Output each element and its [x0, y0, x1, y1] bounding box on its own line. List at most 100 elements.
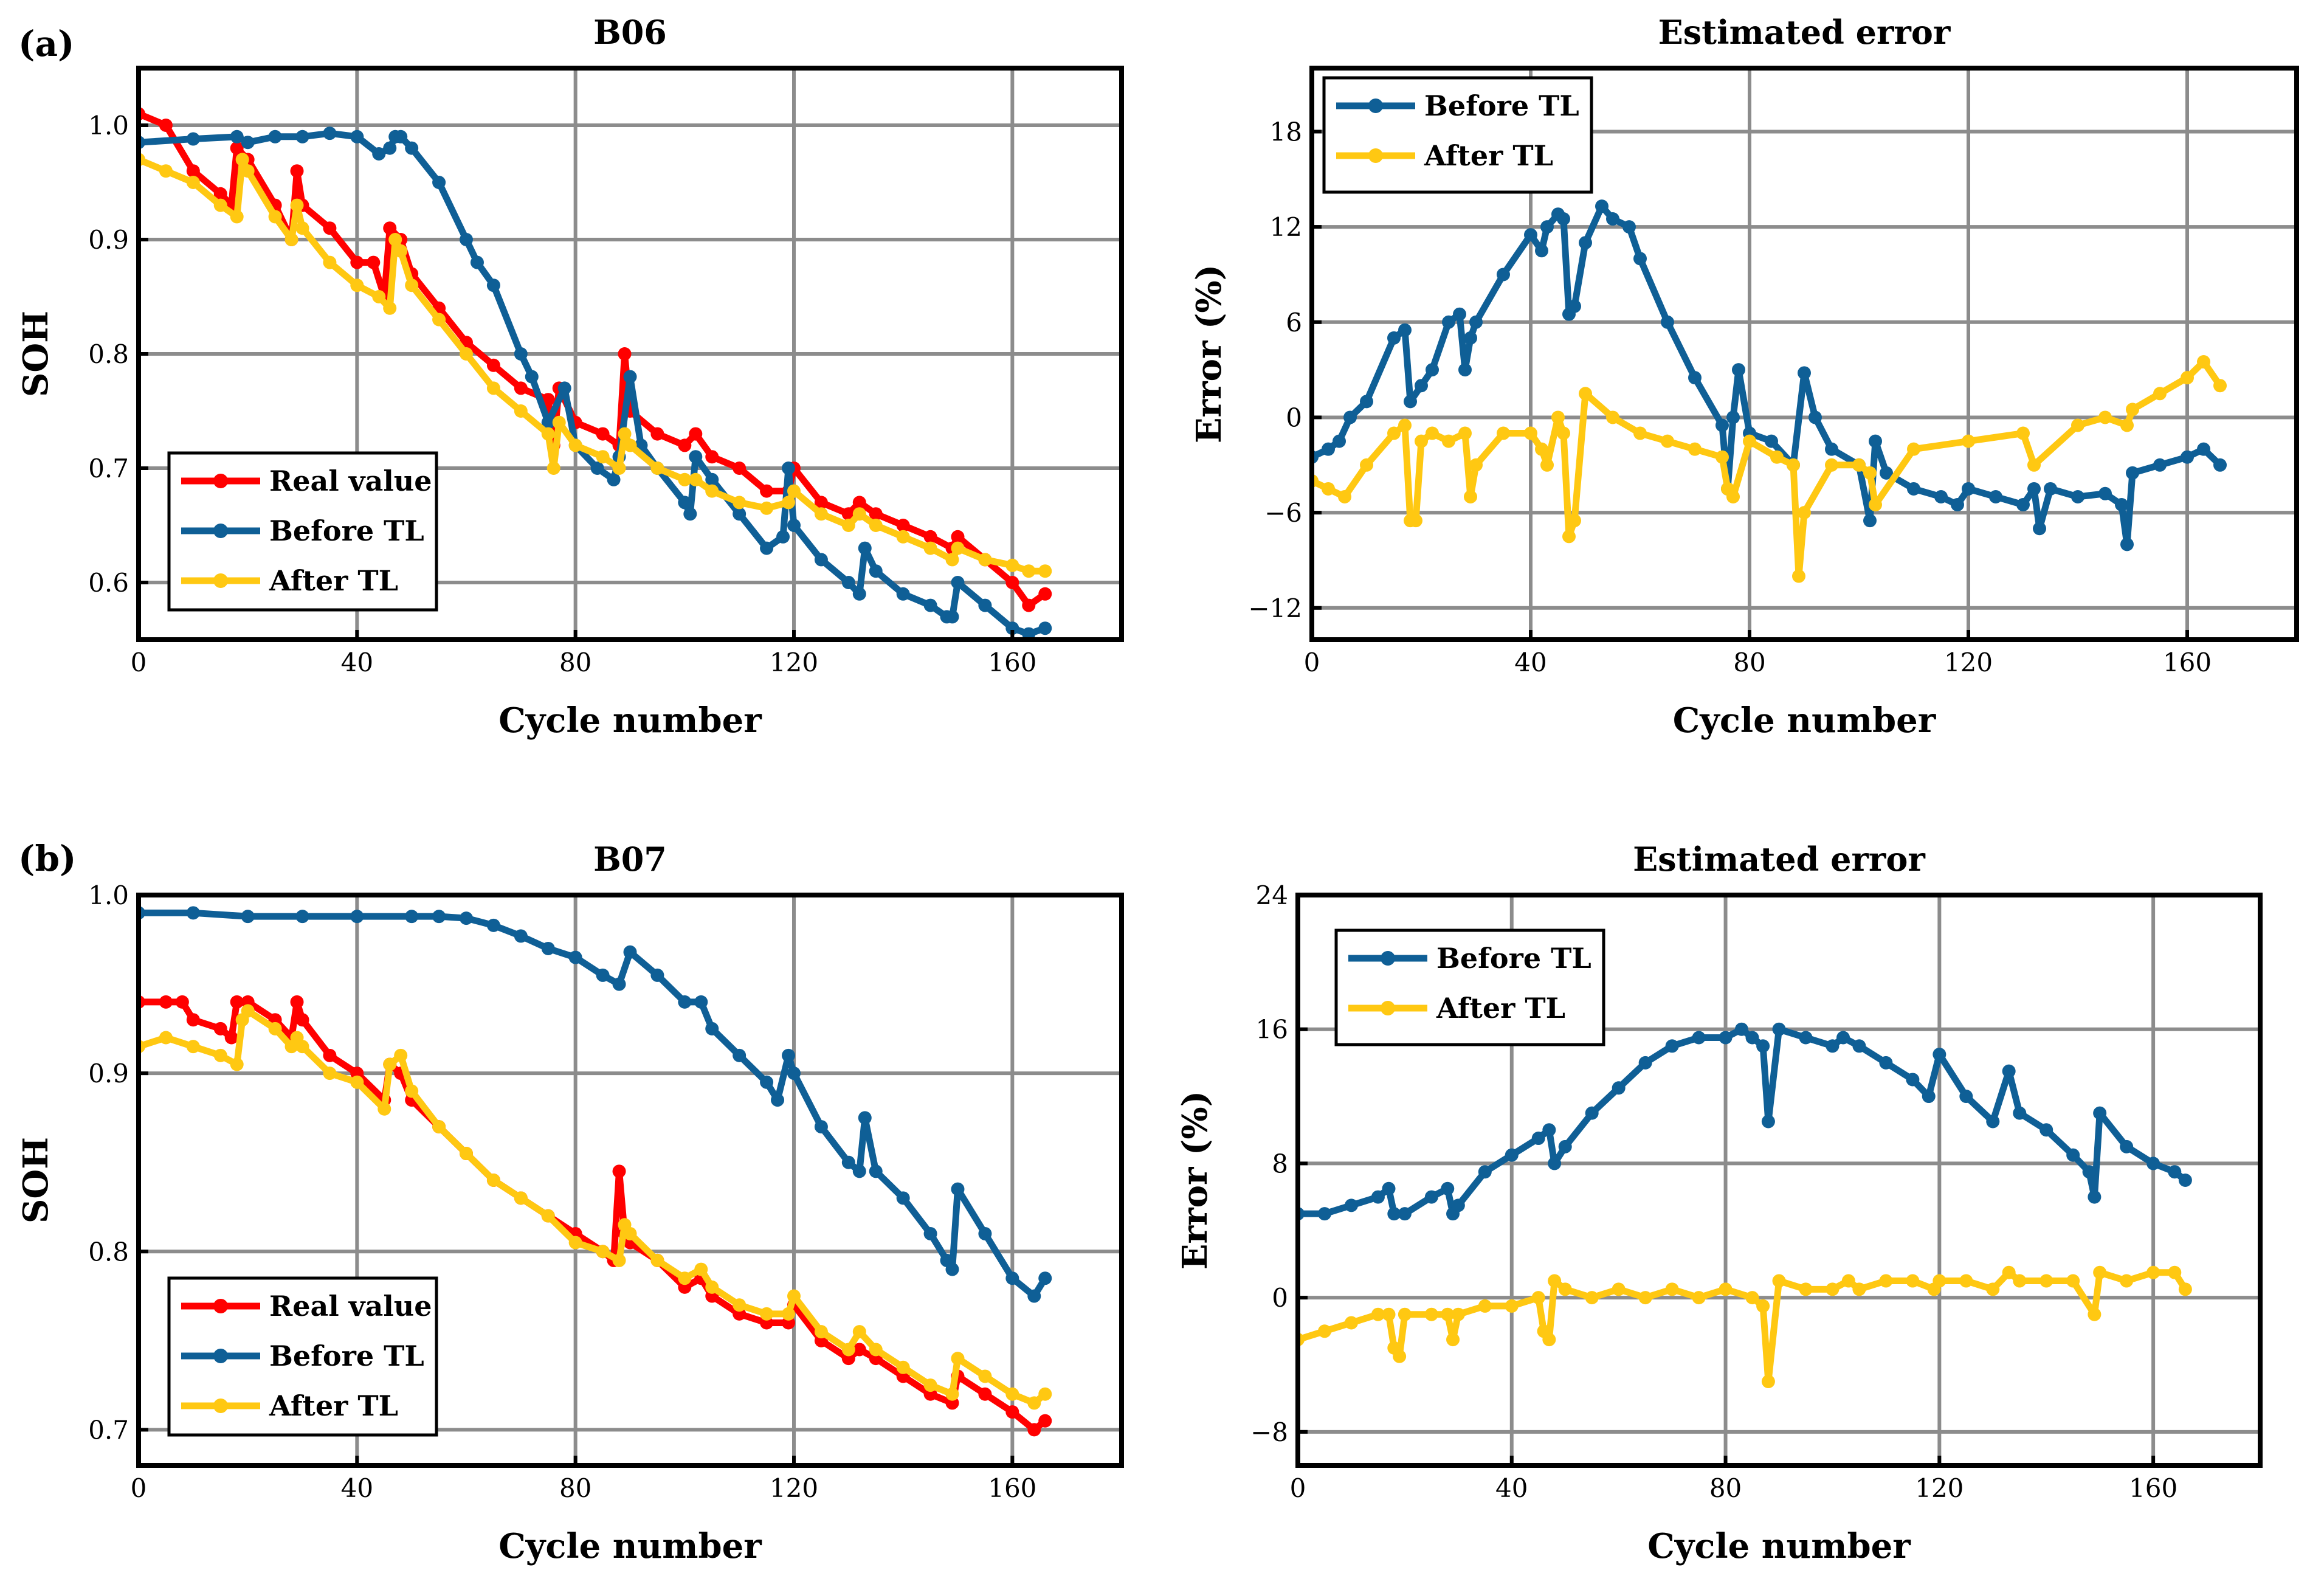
data-point-before-tl [1880, 466, 1893, 480]
data-point-after-tl [1841, 1274, 1855, 1288]
x-tick-label: 40 [341, 1473, 373, 1503]
data-point-before-tl [1322, 442, 1335, 456]
data-point-after-tl [2071, 418, 2084, 432]
data-point-before-tl [1732, 363, 1745, 377]
data-point-after-tl [405, 278, 419, 292]
data-point-before-tl [1585, 1106, 1599, 1120]
data-point-after-tl [1986, 1282, 2000, 1296]
data-point-before-tl [1869, 434, 1882, 448]
data-point-before-tl [858, 541, 872, 555]
data-point-before-tl [678, 995, 692, 1009]
data-point-after-tl [290, 198, 304, 212]
x-tick-label: 0 [1304, 648, 1320, 677]
legend-label-before-tl: Before TL [1436, 942, 1591, 975]
y-tick-label: 1.0 [88, 111, 129, 140]
data-point-before-tl [1692, 1031, 1706, 1045]
x-axis-label: Cycle number [1673, 700, 1937, 741]
data-point-after-tl [623, 1226, 637, 1240]
data-point-before-tl [2213, 458, 2227, 472]
data-point-before-tl [1038, 621, 1052, 635]
data-point-before-tl [568, 950, 582, 964]
data-point-after-tl [1005, 558, 1019, 572]
data-point-before-tl [241, 136, 255, 150]
data-point-after-tl [678, 1271, 692, 1285]
data-point-after-tl [1719, 1282, 1733, 1296]
data-point-after-tl [1761, 1375, 1775, 1389]
data-point-after-tl [230, 1057, 244, 1071]
plot-frame [136, 893, 1124, 1468]
data-point-after-tl [650, 1253, 664, 1267]
data-point-real-value [1027, 1423, 1041, 1437]
data-point-after-tl [1409, 514, 1422, 528]
data-point-real-value [896, 519, 910, 532]
data-point-after-tl [1505, 1299, 1519, 1313]
data-point-before-tl [1799, 1031, 1813, 1045]
x-tick-label: 120 [770, 648, 818, 677]
y-tick-label: 0.9 [88, 1059, 129, 1088]
data-point-before-tl [295, 130, 309, 143]
data-point-before-tl [186, 132, 200, 146]
data-point-before-tl [852, 587, 866, 601]
chart-b06-error: 0 40 80 120 160 −12 −6 0 6 12 18 Estimated error Cyc… [1189, 13, 2299, 741]
data-point-before-tl [1557, 212, 1570, 226]
chart-title: B06 [593, 13, 667, 52]
data-point-after-tl [1344, 1316, 1358, 1330]
data-point-before-tl [612, 977, 626, 991]
data-point-after-tl [1798, 506, 1811, 520]
x-tick-label: 160 [988, 1473, 1036, 1503]
data-point-before-tl [470, 255, 484, 269]
chart-b07-soh: 0 40 80 120 160 0.7 0.8 0.9 1.0 B07 Cycle number SO… [16, 840, 1124, 1566]
data-point-after-tl [1551, 410, 1565, 424]
data-point-before-tl [1478, 1165, 1492, 1179]
data-point-before-tl [896, 587, 910, 601]
data-point-before-tl [1344, 1198, 1358, 1212]
data-point-after-tl [1772, 1274, 1786, 1288]
data-point-real-value [1005, 1405, 1019, 1419]
data-point-after-tl [1869, 498, 1882, 512]
data-point-after-tl [1398, 418, 1412, 432]
data-point-real-value [852, 1343, 866, 1357]
data-point-real-value [186, 1013, 200, 1027]
data-point-before-tl [2093, 1106, 2107, 1120]
data-point-before-tl [383, 141, 397, 155]
data-point-before-tl [323, 126, 337, 140]
data-point-before-tl [787, 519, 801, 532]
legend-label-after-tl: After TL [1436, 992, 1565, 1025]
legend: Real value Before TL After TL [167, 451, 438, 612]
data-point-before-tl [1934, 490, 1948, 503]
data-point-after-tl [1825, 458, 1838, 472]
data-point-after-tl [1338, 490, 1351, 503]
legend: Real value Before TL After TL [167, 1276, 438, 1437]
data-point-before-tl [1633, 252, 1647, 266]
data-point-after-tl [689, 472, 703, 486]
data-point-real-value [514, 381, 528, 395]
data-point-before-tl [923, 1226, 937, 1240]
data-point-after-tl [612, 1253, 626, 1267]
data-point-before-tl [2040, 1123, 2053, 1137]
legend-marker-before-tl [213, 1349, 228, 1363]
data-point-real-value [814, 496, 828, 510]
data-point-after-tl [705, 484, 719, 498]
data-point-before-tl [869, 564, 883, 578]
legend-marker-real-value [213, 474, 228, 488]
data-point-before-tl [2082, 1165, 2096, 1179]
data-point-after-tl [460, 1147, 473, 1161]
legend-box [1322, 76, 1593, 194]
data-point-before-tl [705, 472, 719, 486]
data-point-after-tl [323, 255, 337, 269]
data-point-before-tl [405, 910, 419, 924]
data-point-before-tl [268, 130, 282, 143]
data-point-before-tl [858, 1111, 872, 1125]
data-point-after-tl [1535, 442, 1548, 456]
y-tick-label: 0 [1286, 403, 1302, 432]
data-point-after-tl [1415, 434, 1428, 448]
data-point-before-tl [1719, 1031, 1733, 1045]
x-tick-label: 80 [1709, 1473, 1742, 1503]
data-point-before-tl [460, 911, 473, 925]
data-point-before-tl [2098, 486, 2112, 500]
data-point-after-tl [896, 530, 910, 544]
data-point-after-tl [284, 233, 298, 246]
data-point-before-tl [1726, 410, 1740, 424]
data-point-real-value [1022, 598, 1036, 612]
